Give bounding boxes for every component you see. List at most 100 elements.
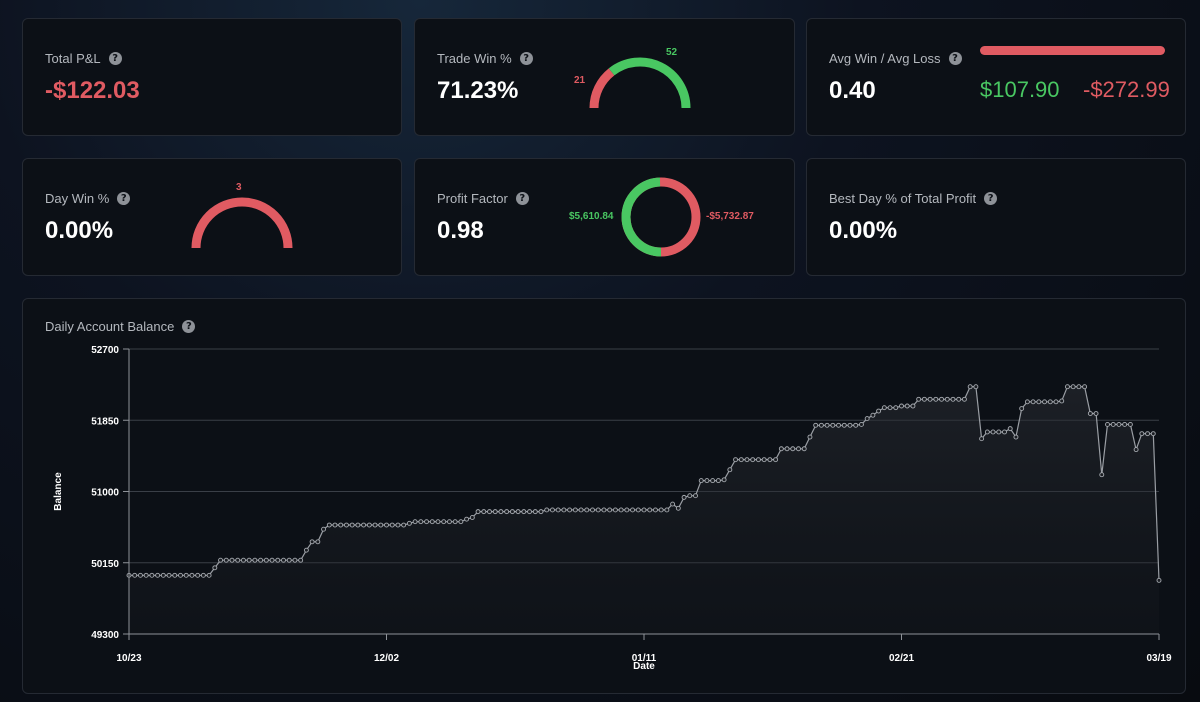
balance-point[interactable]: [406, 520, 412, 526]
balance-point[interactable]: [549, 507, 555, 513]
balance-point[interactable]: [813, 422, 819, 428]
balance-point[interactable]: [710, 478, 716, 484]
balance-point[interactable]: [967, 384, 973, 390]
balance-point[interactable]: [475, 509, 481, 515]
balance-point[interactable]: [212, 565, 218, 571]
balance-point[interactable]: [1013, 434, 1019, 440]
balance-point[interactable]: [824, 422, 830, 428]
balance-point[interactable]: [172, 572, 178, 578]
balance-point[interactable]: [372, 522, 378, 528]
balance-point[interactable]: [195, 572, 201, 578]
balance-point[interactable]: [435, 519, 441, 525]
balance-point[interactable]: [916, 396, 922, 402]
balance-point[interactable]: [1007, 426, 1013, 432]
balance-point[interactable]: [1133, 447, 1139, 453]
balance-point[interactable]: [258, 557, 264, 563]
balance-point[interactable]: [1116, 421, 1122, 427]
balance-point[interactable]: [567, 507, 573, 513]
balance-point[interactable]: [778, 446, 784, 452]
balance-point[interactable]: [630, 507, 636, 513]
balance-point[interactable]: [527, 509, 533, 515]
balance-point[interactable]: [206, 572, 212, 578]
balance-point[interactable]: [240, 557, 246, 563]
balance-point[interactable]: [1093, 411, 1099, 416]
balance-point[interactable]: [487, 509, 492, 515]
balance-point[interactable]: [532, 509, 538, 515]
balance-point[interactable]: [658, 507, 664, 513]
balance-point[interactable]: [469, 515, 475, 520]
balance-point[interactable]: [796, 446, 801, 452]
balance-point[interactable]: [544, 507, 550, 513]
balance-point[interactable]: [252, 557, 258, 563]
balance-point[interactable]: [338, 522, 344, 528]
balance-point[interactable]: [864, 416, 870, 422]
balance-point[interactable]: [973, 384, 979, 390]
balance-point[interactable]: [996, 429, 1002, 435]
balance-point[interactable]: [893, 405, 899, 411]
balance-point[interactable]: [830, 422, 836, 428]
balance-point[interactable]: [979, 436, 985, 442]
balance-point[interactable]: [807, 434, 813, 440]
balance-point[interactable]: [332, 522, 338, 528]
balance-point[interactable]: [910, 403, 916, 409]
balance-point[interactable]: [698, 478, 704, 484]
balance-point[interactable]: [315, 539, 321, 545]
balance-point[interactable]: [1099, 472, 1105, 478]
balance-point[interactable]: [767, 457, 773, 463]
balance-point[interactable]: [1047, 399, 1053, 405]
balance-point[interactable]: [1024, 399, 1030, 405]
balance-point[interactable]: [1082, 384, 1088, 390]
balance-point[interactable]: [366, 522, 372, 528]
balance-point[interactable]: [927, 396, 933, 402]
balance-point[interactable]: [275, 557, 281, 563]
balance-point[interactable]: [286, 557, 292, 563]
help-icon[interactable]: ?: [108, 52, 122, 65]
help-icon[interactable]: ?: [948, 52, 962, 65]
balance-point[interactable]: [652, 507, 658, 513]
balance-point[interactable]: [939, 396, 945, 402]
balance-point[interactable]: [143, 572, 149, 578]
balance-point[interactable]: [670, 501, 676, 507]
balance-point[interactable]: [961, 396, 967, 402]
balance-point[interactable]: [1122, 421, 1128, 427]
balance-point[interactable]: [584, 507, 590, 513]
balance-point[interactable]: [166, 572, 172, 578]
balance-point[interactable]: [189, 572, 195, 578]
balance-point[interactable]: [309, 539, 315, 545]
balance-point[interactable]: [1156, 577, 1162, 583]
balance-point[interactable]: [441, 519, 447, 525]
balance-point[interactable]: [715, 478, 721, 484]
balance-point[interactable]: [1105, 421, 1110, 427]
balance-point[interactable]: [401, 522, 407, 528]
balance-point[interactable]: [384, 522, 389, 528]
balance-point[interactable]: [246, 557, 252, 563]
balance-point[interactable]: [223, 557, 229, 563]
balance-point[interactable]: [687, 493, 693, 499]
balance-point[interactable]: [515, 509, 521, 515]
balance-point[interactable]: [412, 519, 418, 525]
balance-point[interactable]: [887, 405, 893, 411]
balance-point[interactable]: [1042, 399, 1048, 405]
balance-point[interactable]: [1019, 406, 1025, 411]
balance-point[interactable]: [950, 396, 956, 402]
balance-point[interactable]: [178, 572, 183, 578]
balance-point[interactable]: [555, 507, 561, 513]
balance-point[interactable]: [235, 557, 241, 563]
balance-point[interactable]: [944, 396, 950, 402]
balance-point[interactable]: [149, 572, 155, 578]
balance-point[interactable]: [704, 478, 710, 484]
balance-point[interactable]: [504, 509, 510, 515]
balance-point[interactable]: [933, 396, 939, 402]
balance-point[interactable]: [635, 507, 641, 513]
balance-point[interactable]: [647, 507, 653, 513]
balance-point[interactable]: [755, 457, 761, 463]
balance-point[interactable]: [1139, 431, 1145, 437]
balance-point[interactable]: [1150, 431, 1156, 437]
balance-point[interactable]: [847, 422, 853, 428]
balance-point[interactable]: [481, 509, 487, 515]
balance-point[interactable]: [590, 507, 595, 513]
balance-point[interactable]: [990, 429, 996, 435]
balance-point[interactable]: [303, 547, 309, 553]
balance-point[interactable]: [801, 446, 807, 452]
balance-point[interactable]: [389, 522, 395, 528]
